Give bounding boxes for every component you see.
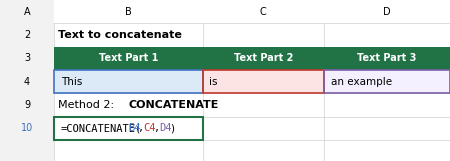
Text: 3: 3 xyxy=(24,53,30,63)
Text: 9: 9 xyxy=(24,100,30,110)
Bar xyxy=(0,93,54,117)
Text: CONCATENATE: CONCATENATE xyxy=(128,100,219,110)
Text: 10: 10 xyxy=(21,123,33,133)
Text: B: B xyxy=(125,7,131,17)
Text: 2: 2 xyxy=(24,30,30,40)
Bar xyxy=(202,47,324,70)
Bar xyxy=(324,70,450,93)
Text: This: This xyxy=(61,77,82,87)
Bar xyxy=(54,70,202,93)
Text: D: D xyxy=(383,7,391,17)
Text: Text to concatenate: Text to concatenate xyxy=(58,30,182,40)
Bar xyxy=(202,70,324,93)
Text: C: C xyxy=(260,7,266,17)
Text: D4: D4 xyxy=(159,123,171,133)
Bar xyxy=(54,70,202,93)
Bar xyxy=(0,0,54,23)
Text: =CONCATENATE(: =CONCATENATE( xyxy=(61,123,142,133)
Bar xyxy=(324,47,450,70)
Text: is: is xyxy=(209,77,218,87)
Text: Text Part 2: Text Part 2 xyxy=(234,53,293,63)
Bar xyxy=(202,0,324,23)
Bar xyxy=(324,0,450,23)
Bar xyxy=(324,70,450,93)
Text: A: A xyxy=(24,7,30,17)
Bar xyxy=(54,117,202,140)
Bar xyxy=(0,23,54,47)
Bar xyxy=(54,47,202,70)
Bar xyxy=(0,70,54,93)
Bar xyxy=(0,0,54,23)
Bar xyxy=(0,0,54,23)
Bar xyxy=(0,47,54,70)
Bar xyxy=(0,117,54,140)
Text: C4: C4 xyxy=(144,123,156,133)
Text: B4: B4 xyxy=(128,123,140,133)
Bar xyxy=(0,140,54,161)
Text: ,: , xyxy=(139,123,144,133)
Text: an example: an example xyxy=(331,77,392,87)
Text: Text Part 3: Text Part 3 xyxy=(357,53,417,63)
Text: ,: , xyxy=(154,123,160,133)
Bar xyxy=(202,70,324,93)
Text: Text Part 1: Text Part 1 xyxy=(99,53,158,63)
Bar xyxy=(54,117,202,140)
Text: 4: 4 xyxy=(24,77,30,87)
Text: Method 2:: Method 2: xyxy=(58,100,118,110)
Text: ): ) xyxy=(169,123,176,133)
Bar xyxy=(54,0,202,23)
